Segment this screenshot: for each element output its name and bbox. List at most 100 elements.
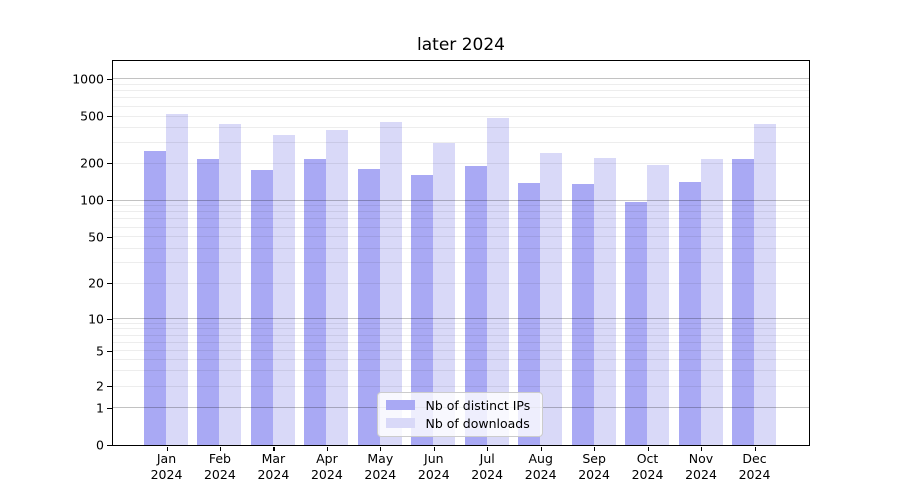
bars-layer (113, 61, 809, 445)
minor-gridline (112, 105, 809, 107)
bar-distinct-ips (518, 182, 541, 445)
y-tick-label: 200 (80, 155, 104, 171)
bar-downloads (593, 158, 616, 445)
bar-distinct-ips (464, 166, 487, 445)
x-tick-mark (326, 446, 329, 451)
minor-gridline (112, 341, 809, 343)
month-name: Nov (688, 451, 714, 466)
y-tick-label: 500 (80, 108, 104, 124)
bar-downloads (433, 142, 456, 445)
minor-gridline (112, 97, 809, 99)
legend-swatch (385, 418, 415, 428)
y-tick-mark (107, 283, 112, 285)
x-tick-label-mar: Mar 2024 (243, 451, 303, 482)
bar-downloads (753, 123, 776, 445)
x-tick-mark (380, 446, 382, 451)
minor-gridline (112, 83, 809, 85)
bar-distinct-ips (304, 158, 327, 445)
y-tick-label: 1 (96, 400, 104, 416)
bar-downloads (326, 130, 349, 445)
bar-distinct-ips (250, 170, 273, 445)
y-tick-mark (107, 236, 112, 238)
bar-distinct-ips (731, 158, 754, 445)
legend-entry: Nb of downloads (385, 415, 534, 431)
minor-gridline (112, 369, 809, 371)
month-year: 2024 (364, 466, 397, 482)
x-tick-label-nov: Nov 2024 (671, 451, 731, 482)
y-tick-label: 0 (96, 437, 104, 453)
bar-downloads (166, 114, 188, 445)
minor-gridline (112, 126, 809, 128)
legend-label: Nb of distinct IPs (425, 397, 531, 413)
month-year: 2024 (685, 466, 717, 482)
legend: Nb of distinct IPs Nb of downloads (376, 391, 543, 437)
minor-gridline (112, 115, 809, 117)
major-gridline (112, 318, 809, 319)
bar-distinct-ips (678, 182, 701, 445)
x-tick-mark (166, 446, 168, 451)
month-year: 2024 (417, 466, 450, 482)
minor-gridline (112, 334, 809, 336)
chart-title: later 2024 (417, 35, 505, 55)
minor-gridline (112, 226, 809, 228)
minor-gridline (112, 322, 809, 324)
x-tick-mark (219, 446, 222, 451)
x-tick-mark (647, 446, 649, 451)
x-tick-mark (754, 446, 756, 451)
x-tick-mark (273, 446, 275, 451)
plot-area: Nb of distinct IPs Nb of downloads (111, 59, 810, 446)
legend-label: Nb of downloads (425, 415, 530, 431)
minor-gridline (112, 247, 809, 249)
minor-gridline (112, 141, 809, 143)
x-tick-mark (487, 446, 489, 451)
month-name: Feb (208, 451, 231, 466)
bar-downloads (540, 153, 563, 445)
y-tick-mark (107, 350, 112, 352)
minor-gridline (112, 385, 809, 387)
bar-distinct-ips (357, 168, 380, 445)
x-tick-label-oct: Oct 2024 (618, 451, 678, 482)
y-tick-mark (107, 78, 112, 80)
bar-distinct-ips (571, 183, 594, 445)
x-tick-label-may: May 2024 (350, 451, 410, 482)
bar-distinct-ips (197, 159, 220, 445)
major-gridline (112, 78, 809, 79)
month-year: 2024 (310, 466, 343, 482)
legend-entry: Nb of distinct IPs (385, 397, 534, 413)
month-name: Jul (479, 451, 495, 466)
bar-distinct-ips (625, 201, 648, 445)
month-year: 2024 (631, 466, 664, 482)
month-name: May (367, 451, 394, 466)
minor-gridline (112, 205, 809, 207)
y-tick-label: 10 (88, 311, 104, 326)
y-tick-label: 50 (88, 229, 104, 245)
minor-gridline (112, 218, 809, 220)
bar-downloads (219, 124, 242, 445)
bar-distinct-ips (144, 151, 166, 445)
bar-downloads (272, 135, 295, 445)
y-tick-mark (107, 116, 112, 118)
x-tick-label-jun: Jun 2024 (404, 451, 464, 482)
minor-gridline (112, 236, 809, 238)
x-tick-label-feb: Feb 2024 (190, 451, 250, 482)
x-tick-label-apr: Apr 2024 (297, 451, 357, 482)
y-tick-mark (107, 318, 112, 320)
bar-downloads (486, 118, 509, 445)
month-name: Jun (424, 451, 444, 466)
month-name: Jan (156, 451, 177, 466)
minor-gridline (112, 350, 809, 351)
x-tick-label-sep: Sep 2024 (564, 451, 624, 482)
minor-gridline (112, 282, 809, 284)
y-tick-label: 20 (88, 275, 104, 291)
y-tick-label: 100 (80, 192, 104, 208)
month-year: 2024 (257, 466, 290, 482)
legend-swatch (385, 400, 415, 410)
x-tick-mark (433, 446, 435, 451)
y-tick-mark (107, 407, 112, 409)
y-tick-label: 2 (96, 378, 104, 394)
x-tick-mark (701, 446, 703, 451)
bar-distinct-ips (411, 175, 434, 445)
month-name: Mar (261, 451, 286, 466)
month-year: 2024 (203, 466, 236, 482)
month-name: Dec (742, 451, 767, 466)
